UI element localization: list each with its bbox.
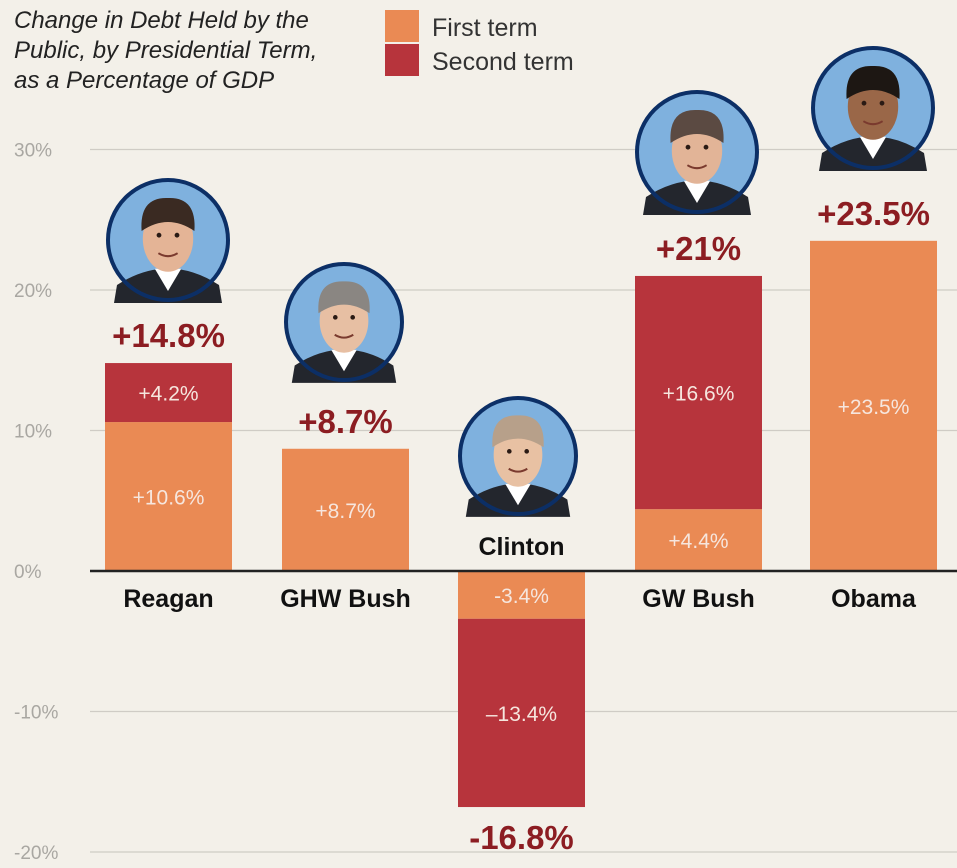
- gw-bush-portrait: [635, 90, 759, 215]
- bar-first-term: [810, 240, 937, 571]
- category-label: Reagan: [123, 585, 213, 613]
- y-tick-label: -10%: [14, 703, 58, 724]
- ghw-bush-portrait: [284, 262, 404, 383]
- bar-first-term: [105, 422, 232, 571]
- category-label: GHW Bush: [280, 585, 411, 613]
- total-label: +23.5%: [817, 195, 930, 232]
- bar-label-second-term: +16.6%: [663, 383, 735, 406]
- bar-second-term: [105, 363, 232, 423]
- total-label: +8.7%: [298, 403, 393, 440]
- clinton-portrait: [458, 396, 578, 517]
- category-label: Clinton: [478, 533, 564, 561]
- chart-title-line-1: Change in Debt Held by the: [14, 7, 309, 34]
- legend-label-second-term: Second term: [432, 48, 574, 76]
- bar-first-term: [282, 448, 409, 571]
- legend-label-first-term: First term: [432, 14, 538, 42]
- reagan-portrait: [106, 178, 230, 303]
- bar-second-term: [635, 275, 762, 510]
- legend: First term Second term: [385, 10, 574, 76]
- bar-label-first-term: -3.4%: [494, 585, 549, 608]
- bar-label-first-term: +8.7%: [315, 500, 375, 523]
- total-label: +21%: [656, 230, 741, 267]
- portraits: [106, 46, 935, 517]
- bar-label-first-term: +10.6%: [133, 487, 205, 510]
- bar-label-first-term: +23.5%: [838, 396, 910, 419]
- bar-second-term: [458, 618, 585, 808]
- total-label: +14.8%: [112, 317, 225, 354]
- y-tick-label: 30%: [14, 141, 52, 162]
- bar-label-first-term: +4.4%: [668, 530, 728, 553]
- bar-label-second-term: +4.2%: [138, 383, 198, 406]
- category-label: GW Bush: [642, 585, 755, 613]
- category-label: Obama: [831, 585, 917, 613]
- labels: +10.6% +4.2% +14.8% Reagan +8.7% +8.7% GHW Bus…: [112, 195, 930, 856]
- bar-first-term: [458, 571, 585, 619]
- bars: [90, 240, 957, 808]
- obama-portrait: [811, 46, 935, 171]
- legend-swatch-second-term: [385, 44, 419, 76]
- chart-title-line-2: Public, by Presidential Term,: [14, 37, 317, 64]
- total-label: -16.8%: [469, 819, 574, 856]
- y-tick-label: 0%: [14, 562, 42, 583]
- y-tick-label: 20%: [14, 281, 52, 302]
- y-tick-label: -20%: [14, 843, 58, 864]
- chart-title-line-3: as a Percentage of GDP: [14, 67, 274, 94]
- bar-label-second-term: –13.4%: [486, 703, 557, 726]
- legend-swatch-first-term: [385, 10, 419, 42]
- y-tick-label: 10%: [14, 422, 52, 443]
- bar-first-term: [635, 509, 762, 571]
